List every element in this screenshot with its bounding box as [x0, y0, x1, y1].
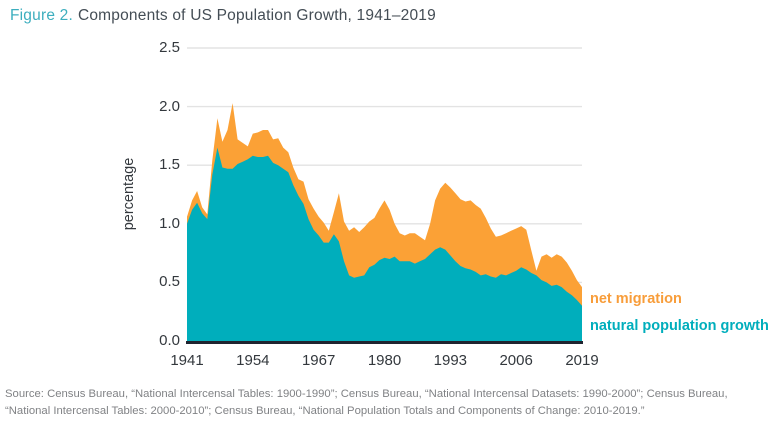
figure-title: Figure 2. Components of US Population Gro…	[10, 7, 436, 25]
x-tick-label: 2019	[565, 352, 599, 369]
x-tick-label: 1980	[367, 352, 402, 369]
y-tick-label: 1.5	[159, 156, 180, 174]
source-citation: Source: Census Bureau, “National Interce…	[5, 386, 728, 419]
legend-natural-population-growth: natural population growth	[590, 318, 768, 334]
y-tick-label: 2.5	[159, 39, 180, 56]
y-tick-label: 2.0	[159, 97, 180, 115]
figure-number-label: Figure 2.	[10, 7, 73, 24]
figure-title-text: Components of US Population Growth, 1941…	[77, 7, 436, 24]
x-tick-label: 1941	[170, 352, 204, 369]
natural-growth-area	[187, 147, 582, 341]
y-tick-label: 0.5	[159, 273, 180, 291]
source-line-2: “National Intercensal Tables: 2000-2010”…	[5, 404, 645, 417]
x-tick-label: 1967	[301, 352, 336, 369]
x-tick-label: 1993	[433, 352, 468, 369]
source-line-1: Source: Census Bureau, “National Interce…	[5, 388, 728, 400]
x-tick-label: 1954	[236, 352, 270, 369]
y-tick-label: 0.0	[159, 332, 180, 349]
x-tick-label: 2006	[499, 352, 533, 369]
y-axis-title: percentage	[121, 157, 137, 231]
legend-net-migration: net migration	[590, 291, 682, 307]
y-tick-label: 1.0	[159, 214, 180, 232]
